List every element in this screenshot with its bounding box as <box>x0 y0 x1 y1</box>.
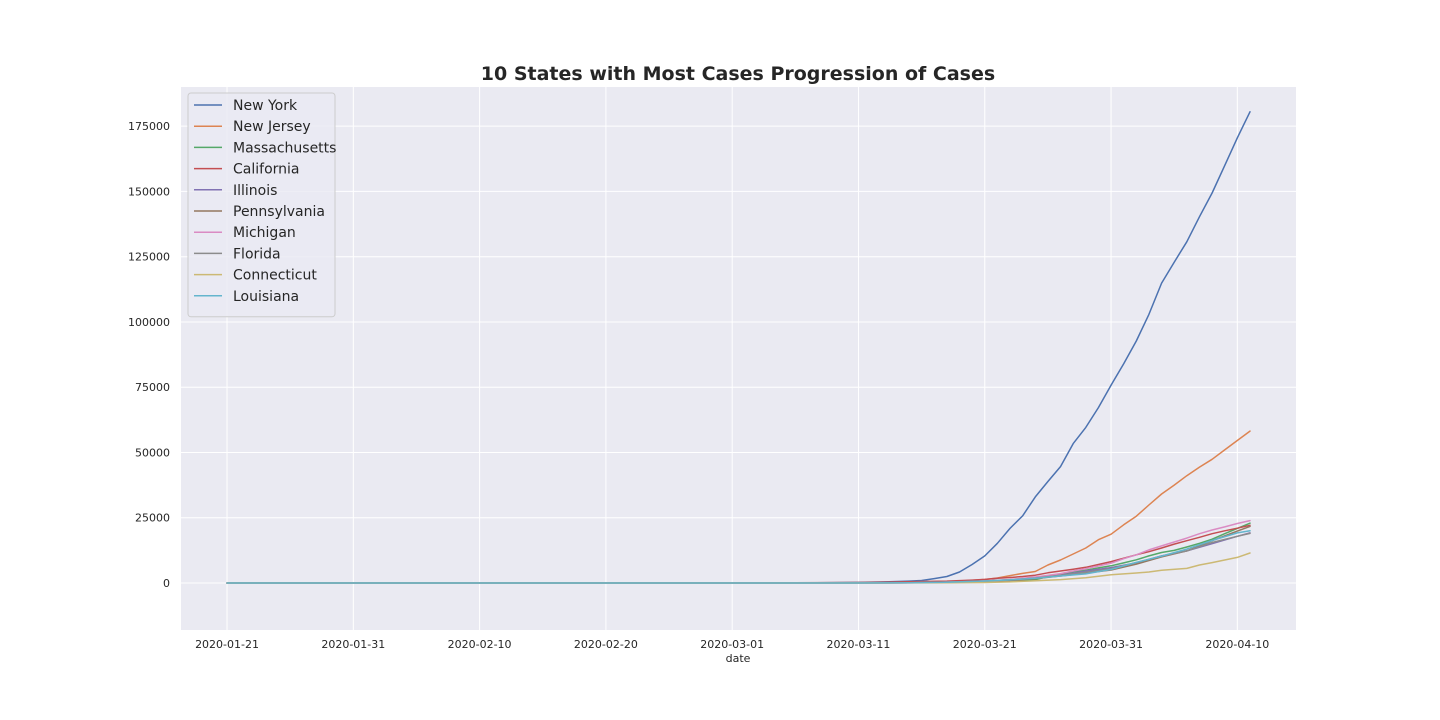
legend-entry-label: Illinois <box>233 183 277 199</box>
legend-entry-label: Michigan <box>233 225 296 241</box>
y-tick-label: 0 <box>163 577 170 590</box>
x-tick-label: 2020-01-31 <box>321 638 385 651</box>
x-tick-label: 2020-01-21 <box>195 638 259 651</box>
y-tick-label: 25000 <box>135 512 170 525</box>
x-tick-label: 2020-02-20 <box>574 638 638 651</box>
legend-entry-label: New York <box>233 98 298 114</box>
x-tick-label: 2020-04-10 <box>1205 638 1269 651</box>
y-tick-label: 100000 <box>128 316 170 329</box>
y-axis-ticks: 0 25000 50000 75000 100000 125000 150000 175000 <box>128 120 170 590</box>
chart-title: 10 States with Most Cases Progression of… <box>481 63 995 85</box>
legend: New York New Jersey Massachusetts Californi… <box>187 92 336 318</box>
x-axis-ticks: 2020-01-21 2020-01-31 2020-02-10 2020-02-20… <box>195 638 1269 651</box>
y-tick-label: 125000 <box>128 251 170 264</box>
legend-entry-label: Florida <box>233 246 281 262</box>
legend-frame <box>187 92 336 318</box>
y-tick-label: 175000 <box>128 120 170 133</box>
x-tick-label: 2020-03-31 <box>1079 638 1143 651</box>
x-tick-label: 2020-03-11 <box>827 638 891 651</box>
plot-area <box>181 87 1296 630</box>
series-layer <box>226 111 1251 584</box>
legend-entry-label: Massachusetts <box>233 140 336 156</box>
legend-entry-label: California <box>233 162 299 178</box>
x-axis-label: date <box>726 652 751 665</box>
legend-entry-label: New Jersey <box>233 119 311 135</box>
y-tick-label: 75000 <box>135 381 170 394</box>
legend-entry-label: Louisiana <box>233 289 299 305</box>
legend-entry-label: Pennsylvania <box>233 204 325 220</box>
legend-entry-label: Connecticut <box>233 268 317 284</box>
x-tick-label: 2020-03-01 <box>700 638 764 651</box>
x-tick-label: 2020-02-10 <box>448 638 512 651</box>
series-line-louisiana <box>226 530 1251 584</box>
y-tick-label: 50000 <box>135 446 170 459</box>
x-tick-label: 2020-03-21 <box>953 638 1017 651</box>
y-tick-label: 150000 <box>128 185 170 198</box>
